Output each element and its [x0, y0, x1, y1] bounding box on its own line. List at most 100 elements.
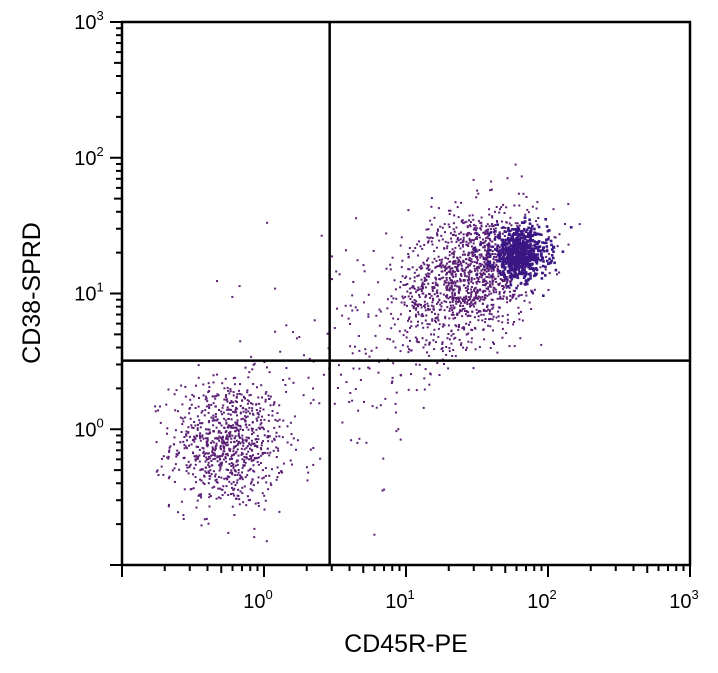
- data-point: [484, 284, 487, 287]
- data-point: [458, 326, 460, 328]
- data-point: [482, 256, 485, 259]
- data-point: [509, 282, 512, 285]
- data-point: [479, 228, 482, 231]
- data-point: [499, 253, 502, 256]
- data-point: [521, 265, 524, 268]
- data-point: [474, 253, 476, 256]
- data-point: [500, 285, 503, 288]
- data-point: [385, 267, 388, 270]
- data-point: [402, 284, 405, 286]
- data-point: [544, 274, 547, 277]
- data-point: [409, 310, 411, 312]
- data-point: [503, 268, 507, 271]
- data-point: [433, 286, 436, 289]
- data-point: [194, 481, 197, 484]
- data-point: [262, 428, 265, 431]
- data-point: [268, 474, 271, 477]
- data-point: [415, 308, 417, 311]
- data-point: [510, 253, 514, 257]
- data-point: [483, 298, 486, 301]
- data-point: [400, 266, 403, 269]
- data-point: [211, 395, 214, 398]
- data-point: [467, 281, 470, 284]
- data-point: [202, 394, 205, 397]
- data-point: [508, 233, 511, 236]
- data-point: [491, 225, 494, 228]
- data-point: [535, 268, 539, 272]
- data-point: [354, 306, 357, 309]
- data-point: [413, 287, 416, 290]
- data-point: [232, 481, 235, 484]
- data-point: [458, 311, 461, 314]
- data-point: [404, 329, 407, 332]
- data-point: [413, 276, 416, 279]
- data-point: [228, 392, 231, 395]
- data-point: [237, 432, 240, 435]
- data-point: [473, 267, 476, 270]
- data-point: [509, 216, 512, 219]
- data-point: [264, 475, 267, 477]
- data-point: [497, 320, 500, 323]
- data-point: [468, 323, 470, 326]
- data-point: [257, 481, 259, 484]
- data-point: [230, 441, 233, 444]
- data-point: [260, 462, 262, 464]
- data-point: [508, 263, 512, 266]
- data-point: [524, 271, 528, 274]
- data-point: [488, 273, 490, 276]
- data-point: [401, 275, 404, 278]
- data-point: [463, 310, 466, 312]
- data-point: [506, 321, 509, 324]
- data-point: [349, 392, 352, 394]
- data-point: [295, 337, 298, 340]
- data-point: [349, 304, 352, 307]
- data-point: [390, 382, 393, 384]
- data-point: [208, 496, 211, 499]
- data-point: [458, 288, 461, 291]
- data-point: [423, 377, 426, 380]
- data-point: [544, 218, 547, 221]
- data-point: [244, 439, 247, 442]
- data-point: [463, 284, 466, 287]
- data-point: [251, 478, 254, 481]
- data-point: [226, 408, 229, 411]
- data-point: [486, 281, 489, 284]
- data-point: [536, 201, 539, 204]
- data-point: [254, 444, 257, 447]
- data-point: [345, 249, 347, 252]
- data-point: [331, 255, 334, 258]
- data-point: [531, 249, 535, 253]
- data-point: [497, 310, 499, 313]
- data-point: [251, 429, 254, 432]
- data-point: [204, 437, 207, 440]
- data-point: [513, 251, 517, 255]
- data-point: [484, 297, 487, 300]
- data-point: [435, 260, 438, 262]
- data-point: [293, 415, 296, 418]
- data-point: [443, 247, 446, 250]
- data-point: [521, 270, 524, 274]
- data-point: [221, 455, 224, 457]
- data-point: [517, 192, 520, 195]
- data-point: [195, 384, 197, 387]
- data-point: [476, 261, 479, 264]
- data-point: [248, 400, 250, 403]
- data-point: [174, 429, 177, 432]
- data-point: [212, 414, 215, 417]
- data-point: [285, 324, 288, 327]
- data-point: [473, 261, 476, 264]
- data-point: [522, 271, 526, 275]
- data-point: [268, 397, 271, 400]
- data-point: [480, 253, 483, 256]
- data-point: [512, 264, 516, 267]
- data-point: [542, 246, 545, 250]
- data-point: [462, 296, 465, 299]
- data-point: [447, 270, 450, 273]
- data-point: [451, 355, 454, 357]
- data-point: [492, 315, 495, 318]
- data-point: [501, 246, 505, 250]
- data-point: [505, 281, 508, 284]
- data-point: [413, 299, 416, 302]
- data-point: [427, 275, 430, 278]
- data-point: [410, 373, 412, 376]
